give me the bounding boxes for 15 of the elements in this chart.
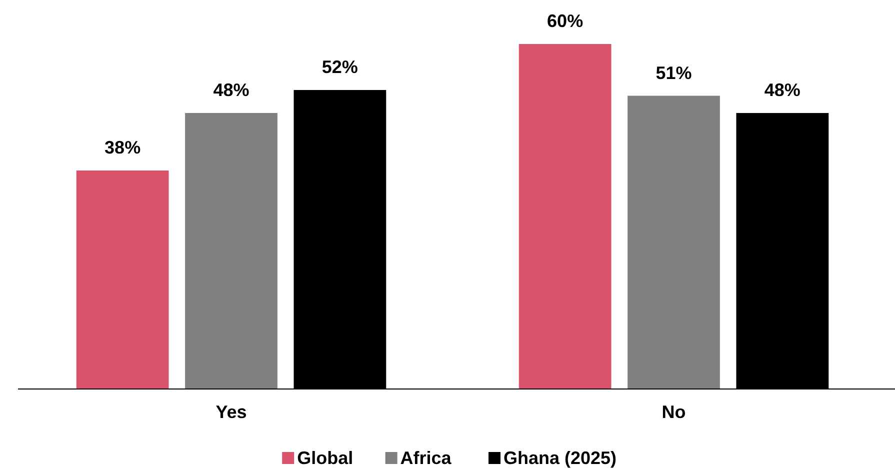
bar — [518, 44, 612, 389]
data-label: 48% — [764, 80, 800, 100]
bar — [628, 96, 720, 389]
data-label: 52% — [322, 57, 358, 77]
bar — [185, 113, 278, 389]
x-tick-label: Yes — [216, 402, 247, 422]
data-label: 48% — [213, 80, 250, 100]
bar — [76, 170, 169, 389]
legend-label: Global — [297, 448, 354, 468]
data-label: 60% — [547, 11, 584, 31]
legend-label: Ghana (2025) — [504, 448, 617, 468]
data-label: 51% — [656, 62, 692, 83]
x-tick-label: No — [662, 402, 686, 422]
data-label: 38% — [104, 138, 141, 158]
legend-label: Africa — [400, 448, 452, 468]
